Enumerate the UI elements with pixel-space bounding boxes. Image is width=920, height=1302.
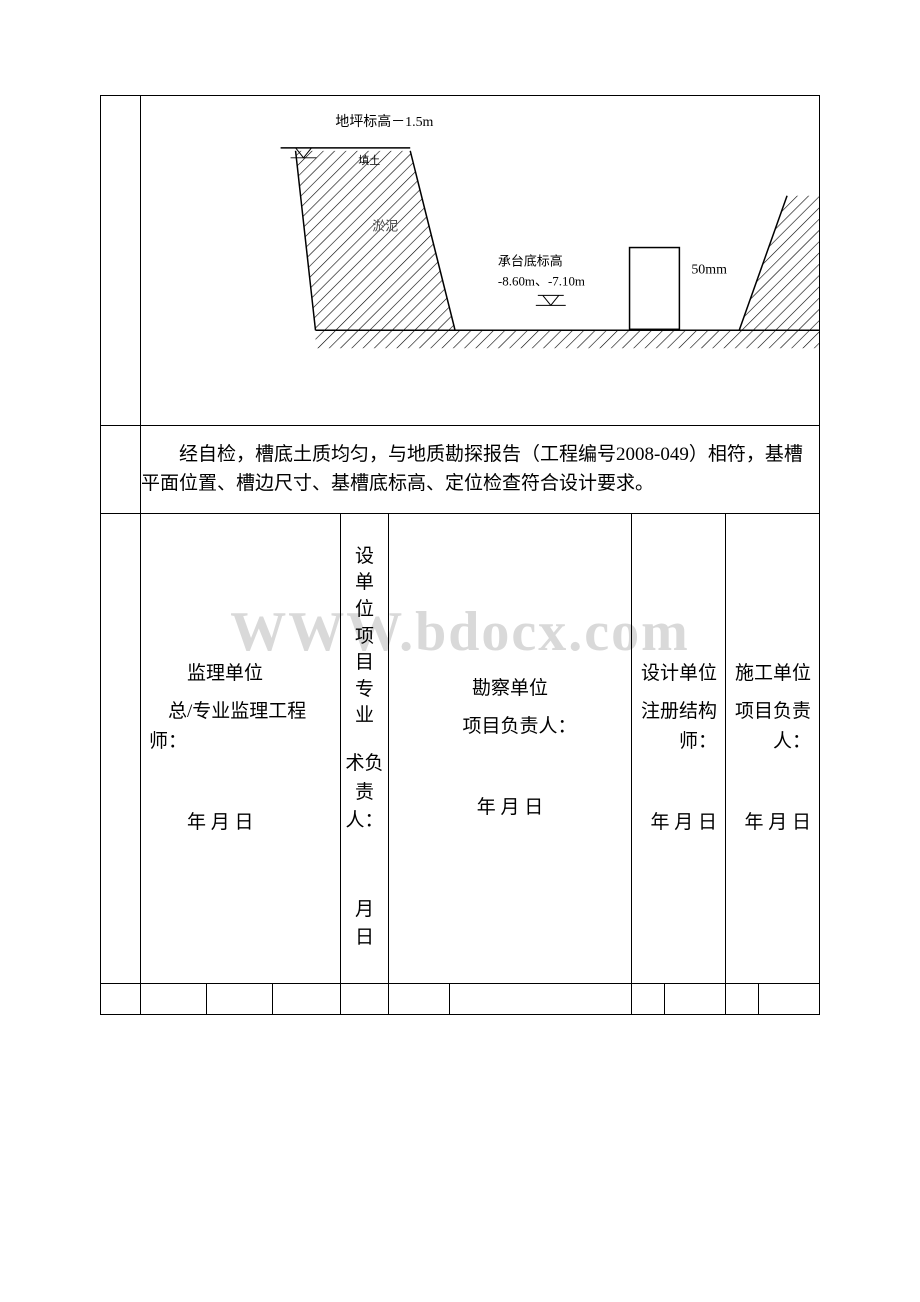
sig-left-margin [101, 513, 141, 983]
inspection-result-text: 经自检，槽底土质均匀，与地质勘探报告（工程编号2008-049）相符，基槽平面位… [141, 440, 809, 499]
sig-design-date: 年 月 日 [640, 808, 717, 838]
sig-cell-supervisor: 监理单位 总/专业监理工程师： 年 月 日 [141, 513, 341, 983]
base-label-2: -8.60m、-7.10m [498, 273, 585, 288]
clearance-label: 50mm [691, 262, 727, 277]
sig-supervisor-date: 年 月 日 [149, 808, 332, 838]
sig-design-project-line2: 术负责人： [346, 750, 384, 836]
sig-cell-design: 设计单位 注册结构师： 年 月 日 [632, 513, 726, 983]
sig-survey-role: 项目负责人： [443, 712, 576, 742]
section-diagram: 地坪标高－1.5m 填土 淤泥 承台底标高 -8.60m、-7.10m 50mm [141, 96, 819, 425]
bottom-empty-row [101, 983, 820, 1014]
sig-survey-unit: 勘察单位 [472, 674, 548, 704]
sig-design-unit: 设计单位 [640, 659, 717, 689]
fill-label: 填土 [358, 153, 380, 167]
sig-construct-date: 年 月 日 [734, 808, 811, 838]
ground-label: 地坪标高－1.5m [335, 113, 433, 130]
sig-design-project-date: 月日 [349, 896, 380, 953]
sig-cell-survey: 勘察单位 项目负责人： 年 月 日 [389, 513, 632, 983]
sig-supervisor-role: 总/专业监理工程师： [149, 697, 332, 758]
base-label-1: 承台底标高 [498, 253, 563, 268]
diagram-left-margin [101, 96, 141, 426]
sig-construct-role: 项目负责人： [734, 697, 811, 758]
sig-design-role: 注册结构师： [640, 697, 717, 758]
sig-construct-unit: 施工单位 [734, 659, 811, 689]
sig-supervisor-unit: 监理单位 [149, 659, 332, 689]
diagram-cell: 地坪标高－1.5m 填土 淤泥 承台底标高 -8.60m、-7.10m 50mm [141, 96, 820, 426]
sig-cell-construction: 施工单位 项目负责人： 年 月 日 [726, 513, 820, 983]
sig-survey-date: 年 月 日 [477, 793, 544, 823]
result-left-margin [101, 426, 141, 514]
result-cell: 经自检，槽底土质均匀，与地质勘探报告（工程编号2008-049）相符，基槽平面位… [141, 426, 820, 514]
sig-cell-design-project: 设单位项目专业 术负责人： 月日 [341, 513, 389, 983]
silt-label: 淤泥 [372, 219, 398, 234]
sig-design-project-line1: 设单位项目专业 [349, 544, 380, 730]
inspection-form-table: 地坪标高－1.5m 填土 淤泥 承台底标高 -8.60m、-7.10m 50mm… [100, 95, 820, 1015]
